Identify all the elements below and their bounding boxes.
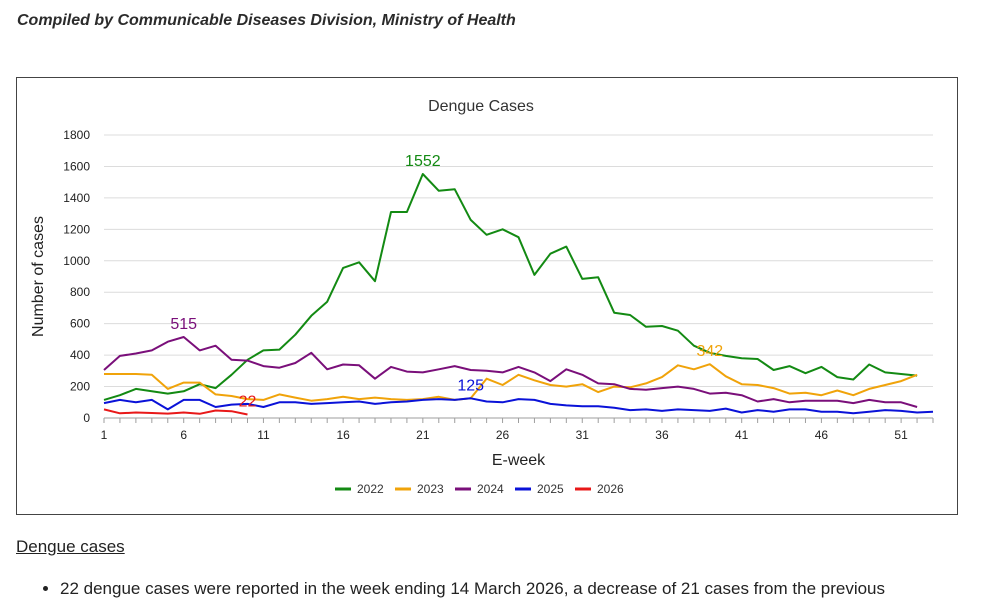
dengue-chart: Dengue Cases 0 200 400 600 800 1000 1200 1400 160… — [16, 77, 958, 515]
series-line-2024 — [103, 336, 918, 408]
y-tick-label: 0 — [83, 411, 90, 425]
series-line-2026 — [103, 408, 248, 416]
x-tick-label: 51 — [894, 428, 908, 442]
y-tick-label: 1200 — [63, 222, 90, 236]
bullet-item: 22 dengue cases were reported in the wee… — [60, 578, 956, 600]
legend-label: 2024 — [477, 482, 504, 496]
y-tick-label: 1400 — [63, 191, 90, 205]
x-tick-label: 41 — [735, 428, 749, 442]
data-label: 22 — [239, 394, 257, 411]
legend-label: 2026 — [597, 482, 624, 496]
y-tick-label: 800 — [70, 285, 90, 299]
y-axis-label: Number of cases — [30, 216, 47, 337]
chart-title: Dengue Cases — [428, 98, 534, 115]
series-line-2023 — [104, 363, 918, 402]
y-tick-label: 1600 — [63, 159, 90, 173]
x-tick-label: 26 — [496, 428, 510, 442]
chart-canvas: Dengue Cases 0 200 400 600 800 1000 1200 1400 160… — [30, 98, 934, 496]
data-label: 515 — [170, 316, 197, 333]
legend-label: 2025 — [537, 482, 564, 496]
y-tick-label: 600 — [70, 317, 90, 331]
x-tick-label: 31 — [576, 428, 590, 442]
y-tick-label: 1000 — [63, 254, 90, 268]
data-label: 1552 — [405, 153, 441, 170]
x-tick-label: 6 — [180, 428, 187, 442]
y-tick-label: 200 — [70, 380, 90, 394]
x-tick-label: 1 — [101, 428, 108, 442]
legend-label: 2022 — [357, 482, 384, 496]
legend-label: 2023 — [417, 482, 444, 496]
x-tick-label: 21 — [416, 428, 430, 442]
data-label: 125 — [457, 377, 484, 394]
source-credit: Compiled by Communicable Diseases Divisi… — [17, 12, 516, 29]
x-tick-label: 46 — [815, 428, 829, 442]
x-axis-label: E-week — [492, 452, 546, 469]
series-line-2022 — [103, 173, 918, 401]
series-line-2025 — [103, 397, 934, 415]
bullet-list: 22 dengue cases were reported in the wee… — [16, 578, 956, 600]
y-tick-label: 400 — [70, 348, 90, 362]
x-tick-label: 36 — [655, 428, 669, 442]
section-heading: Dengue cases — [16, 537, 125, 556]
y-tick-label: 1800 — [63, 128, 90, 142]
data-label: 342 — [696, 343, 723, 360]
x-tick-label: 11 — [257, 428, 270, 442]
x-tick-label: 16 — [336, 428, 350, 442]
